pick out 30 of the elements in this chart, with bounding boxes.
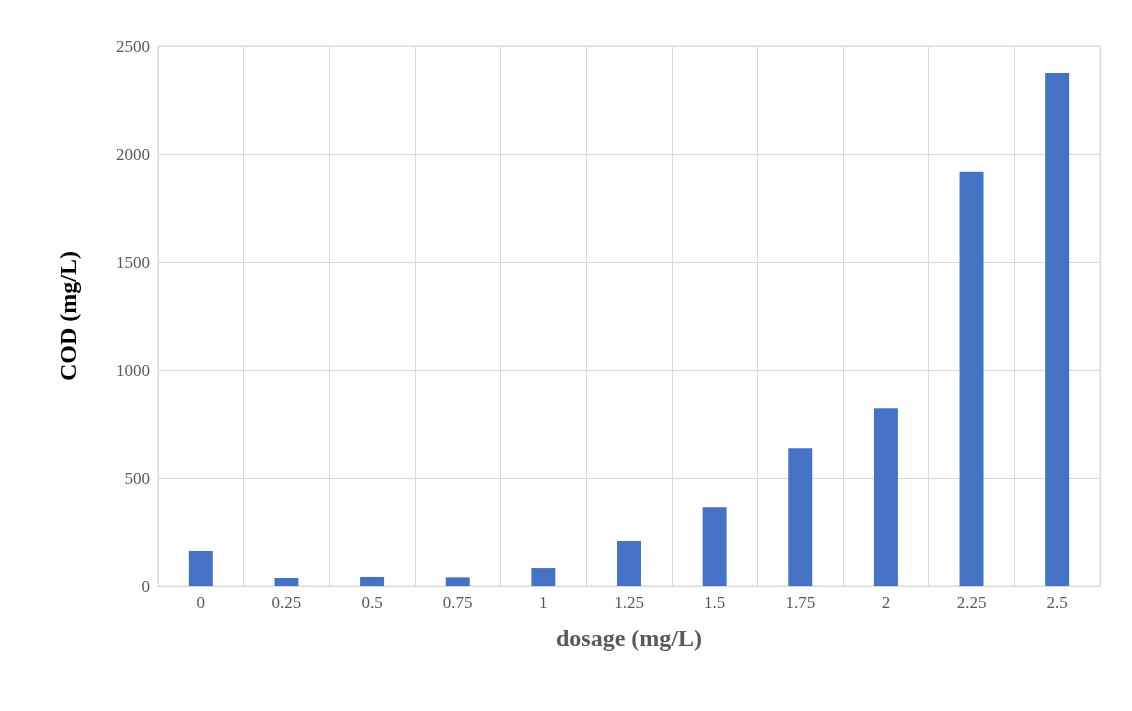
bar [617,541,641,586]
x-tick-label: 0 [196,593,206,612]
x-tick-label: 1.75 [785,593,816,612]
x-tick-label: 1.25 [614,593,644,612]
y-tick-label: 2000 [116,144,150,164]
y-tick-label: 1000 [116,360,150,380]
x-tick-label: 0.5 [361,593,383,612]
x-tick-label: 2 [881,593,891,612]
y-axis-title: COD (mg/L) [55,251,81,381]
bar [360,576,385,586]
y-tick-label: 500 [124,468,150,488]
x-tick-label: 0.25 [271,593,302,612]
x-axis-title: dosage (mg/L) [556,625,702,651]
x-tick-label: 0.75 [442,593,473,612]
y-tick-label: 2500 [116,36,150,56]
x-tick-label: 2.5 [1046,593,1068,612]
y-tick-label: 0 [141,576,150,596]
x-tick-label: 1.5 [704,593,726,612]
bar [188,551,213,586]
x-tick-label: 2.25 [956,593,987,612]
bar [445,577,470,586]
x-tick-label: 1 [539,593,548,612]
bar [1045,73,1070,586]
bar [702,507,727,586]
bar [873,408,898,586]
bar [274,578,299,586]
bar [959,171,984,586]
y-tick-label: 1500 [116,252,150,272]
bar [788,448,813,586]
bar [531,568,556,586]
